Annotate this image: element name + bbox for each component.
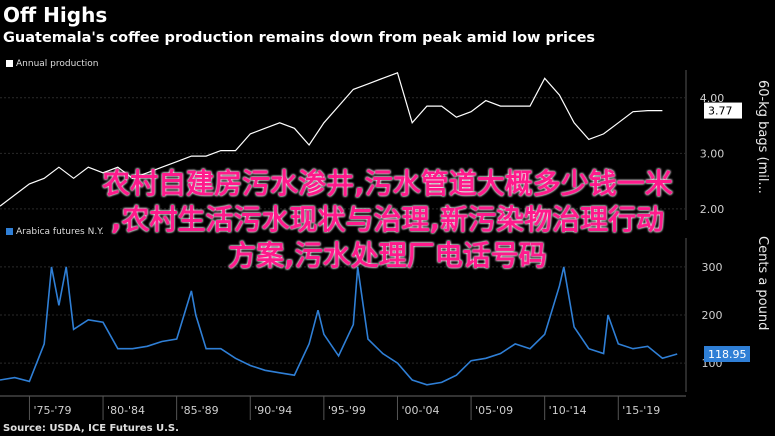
x-tick-label: '95-'99 xyxy=(328,404,366,417)
source-note: Source: USDA, ICE Futures U.S. xyxy=(3,423,179,434)
legend-label: Annual production xyxy=(16,59,99,69)
y-tick-label: 300 xyxy=(702,261,723,274)
y-tick-label: 4.00 xyxy=(700,92,725,105)
x-tick-label: '90-'94 xyxy=(254,404,292,417)
x-tick-label: '80-'84 xyxy=(107,404,145,417)
overlay-line-3: 方案,污水处理厂电话号码 xyxy=(228,239,547,272)
legend-swatch-icon xyxy=(6,228,13,235)
y-tick-label: 2.00 xyxy=(700,203,725,216)
legend-label: Arabica futures N.Y. xyxy=(16,227,104,237)
x-tick-label: '75-'79 xyxy=(33,404,71,417)
overlay-watermark-text: 农村自建房污水渗井,污水管道大概多少钱一米 ,农村生活污水现状与治理,新污染物治… xyxy=(0,166,775,274)
legend-production: Annual production xyxy=(6,59,98,69)
last-value-label: 118.95 xyxy=(708,348,747,361)
overlay-line-2: ,农村生活污水现状与治理,新污染物治理行动 xyxy=(110,203,665,236)
production-series-line xyxy=(0,72,663,207)
x-tick-label: '05-'09 xyxy=(475,404,513,417)
y-tick-label: 200 xyxy=(702,309,723,322)
x-tick-label: '15-'19 xyxy=(622,404,660,417)
x-tick-label: '00-'04 xyxy=(401,404,439,417)
futures-series-line xyxy=(0,266,678,386)
legend-swatch-icon xyxy=(6,60,13,67)
last-value-box xyxy=(704,102,742,119)
chart-title: Off Highs xyxy=(3,3,108,27)
x-tick-label: '10-'14 xyxy=(549,404,587,417)
last-value-box xyxy=(704,346,750,363)
x-tick-label: '85-'89 xyxy=(181,404,219,417)
legend-futures: Arabica futures N.Y. xyxy=(6,227,104,237)
overlay-line-1: 农村自建房污水渗井,污水管道大概多少钱一米 xyxy=(102,167,673,200)
chart-subtitle: Guatemala's coffee production remains do… xyxy=(3,30,596,46)
y-tick-label: 3.00 xyxy=(700,147,725,160)
last-value-label: 3.77 xyxy=(708,105,733,118)
